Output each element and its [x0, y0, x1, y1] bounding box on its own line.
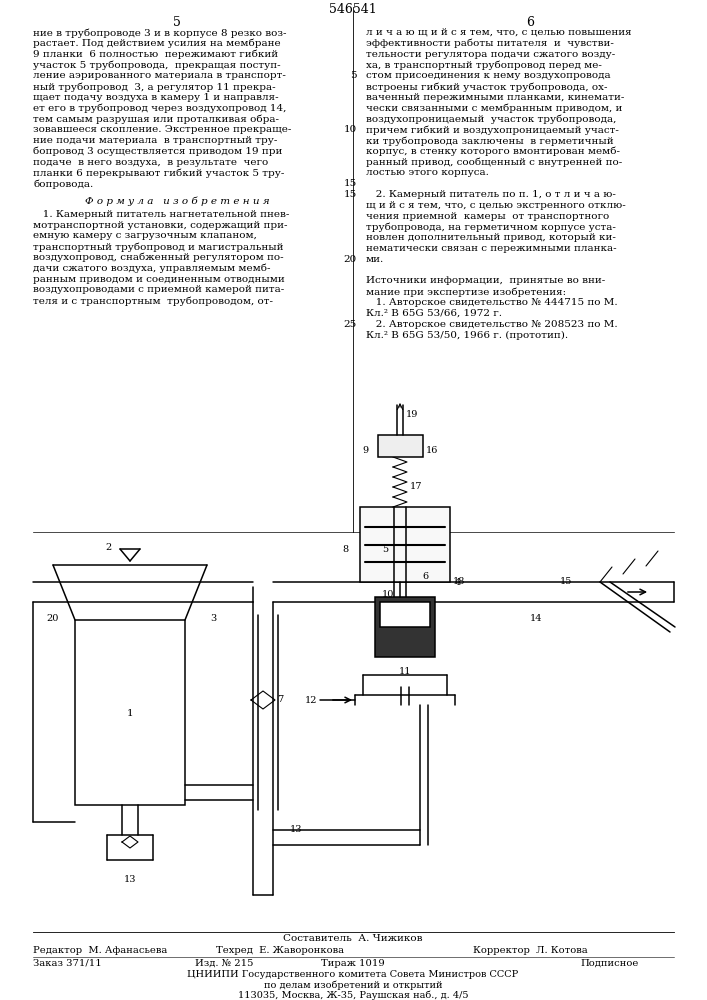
Bar [378, 435, 423, 457]
Text: ранный привод, сообщенный с внутренней по-: ранный привод, сообщенный с внутренней п… [366, 158, 622, 167]
Text: щает подачу воздуха в камеру 1 и направля-: щает подачу воздуха в камеру 1 и направл… [33, 93, 279, 102]
Text: Корректор  Л. Котова: Корректор Л. Котова [472, 946, 588, 955]
Text: ранным приводом и соединенным отводными: ранным приводом и соединенным отводными [33, 275, 285, 284]
Text: ет его в трубопровод через воздухопровод 14,: ет его в трубопровод через воздухопровод… [33, 104, 286, 113]
Text: 1: 1 [127, 708, 134, 718]
Text: 13: 13 [290, 825, 303, 834]
Text: воздухопроницаемый  участок трубопровода,: воздухопроницаемый участок трубопровода, [366, 114, 617, 124]
Text: тельности регулятора подачи сжатого возду-: тельности регулятора подачи сжатого возд… [366, 50, 615, 59]
Text: тем самым разрушая или проталкивая обра-: тем самым разрушая или проталкивая обра- [33, 114, 279, 124]
Text: ха, в транспортный трубопровод перед ме-: ха, в транспортный трубопровод перед ме- [366, 60, 602, 70]
Text: 9: 9 [362, 446, 368, 455]
Text: ваченный пережимными планками, кинемати-: ваченный пережимными планками, кинемати- [366, 93, 624, 102]
Text: Изд. № 215: Изд. № 215 [195, 959, 254, 968]
Text: 15: 15 [344, 190, 357, 199]
Text: ние подачи материала  в транспортный тру-: ние подачи материала в транспортный тру- [33, 136, 277, 145]
Text: 6: 6 [526, 16, 534, 29]
Text: Кл.² В 65G 53/66, 1972 г.: Кл.² В 65G 53/66, 1972 г. [366, 309, 502, 318]
Bar [380, 602, 430, 627]
Text: дачи сжатого воздуха, управляемым мемб-: дачи сжатого воздуха, управляемым мемб- [33, 264, 271, 273]
Text: 14: 14 [530, 614, 542, 623]
Text: ки трубопровода заключены  в герметичный: ки трубопровода заключены в герметичный [366, 136, 614, 145]
Text: 18: 18 [453, 577, 465, 586]
Text: емную камеру с загрузочным клапаном,: емную камеру с загрузочным клапаном, [33, 231, 257, 240]
Text: 1. Камерный питатель нагнетательной пнев-: 1. Камерный питатель нагнетательной пнев… [33, 210, 289, 219]
Text: 20: 20 [46, 614, 59, 623]
Text: планки 6 перекрывают гибкий участок 5 тру-: планки 6 перекрывают гибкий участок 5 тр… [33, 168, 284, 178]
Text: 3: 3 [210, 614, 216, 623]
Bar [375, 597, 435, 657]
Text: эффективности работы питателя  и  чувстви-: эффективности работы питателя и чувстви- [366, 39, 614, 48]
Text: чески связанными с мембранным приводом, и: чески связанными с мембранным приводом, … [366, 104, 622, 113]
Text: бопровода.: бопровода. [33, 179, 93, 189]
Text: лостью этого корпуса.: лостью этого корпуса. [366, 168, 489, 177]
Text: чения приемной  камеры  от транспортного: чения приемной камеры от транспортного [366, 212, 609, 221]
Text: 5: 5 [382, 545, 388, 554]
Text: мотранспортной установки, содержащий при-: мотранспортной установки, содержащий при… [33, 221, 288, 230]
Text: встроены гибкий участок трубопровода, ох-: встроены гибкий участок трубопровода, ох… [366, 82, 607, 92]
Text: Источники информации,  принятые во вни-: Источники информации, принятые во вни- [366, 276, 605, 285]
Text: 20: 20 [344, 255, 357, 264]
Text: Кл.² В 65G 53/50, 1966 г. (прототип).: Кл.² В 65G 53/50, 1966 г. (прототип). [366, 330, 568, 340]
Text: мание при экспертизе изобретения:: мание при экспертизе изобретения: [366, 287, 566, 297]
Text: зовавшееся скопление. Экстренное прекраще-: зовавшееся скопление. Экстренное прекращ… [33, 125, 291, 134]
Text: 1. Авторское свидетельство № 444715 по М.: 1. Авторское свидетельство № 444715 по М… [366, 298, 618, 307]
Text: 10: 10 [382, 590, 395, 599]
Text: 2. Камерный питатель по п. 1, о т л и ч а ю-: 2. Камерный питатель по п. 1, о т л и ч … [366, 190, 616, 199]
Text: ЦНИИПИ Государственного комитета Совета Министров СССР: ЦНИИПИ Государственного комитета Совета … [187, 970, 519, 979]
Text: 15: 15 [560, 577, 573, 586]
Text: 16: 16 [426, 446, 438, 455]
Bar [360, 507, 450, 582]
Text: воздухопровод, снабженный регулятором по-: воздухопровод, снабженный регулятором по… [33, 253, 284, 262]
Text: 7: 7 [277, 695, 284, 704]
Text: 13: 13 [124, 875, 136, 884]
Text: 10: 10 [344, 125, 357, 134]
Text: 2. Авторское свидетельство № 208523 по М.: 2. Авторское свидетельство № 208523 по М… [366, 320, 618, 329]
Text: Заказ 371/11: Заказ 371/11 [33, 959, 102, 968]
Text: л и ч а ю щ и й с я тем, что, с целью повышения: л и ч а ю щ и й с я тем, что, с целью по… [366, 28, 631, 37]
Bar [75, 620, 185, 805]
Text: 546541: 546541 [329, 3, 377, 16]
Text: растает. Под действием усилия на мембране: растает. Под действием усилия на мембран… [33, 39, 281, 48]
Text: транспортный трубопровод и магистральный: транспортный трубопровод и магистральный [33, 242, 284, 252]
Text: 113035, Москва, Ж-35, Раушская наб., д. 4/5: 113035, Москва, Ж-35, Раушская наб., д. … [238, 990, 468, 1000]
Text: 11: 11 [399, 667, 411, 676]
Text: 9 планки  6 полностью  пережимают гибкий: 9 планки 6 полностью пережимают гибкий [33, 50, 278, 59]
Text: Техред  Е. Жаворонкова: Техред Е. Жаворонкова [216, 946, 344, 955]
Text: ние в трубопроводе 3 и в корпусе 8 резко воз-: ние в трубопроводе 3 и в корпусе 8 резко… [33, 28, 286, 37]
Text: ми.: ми. [366, 255, 384, 264]
Text: подаче  в него воздуха,  в результате  чего: подаче в него воздуха, в результате чего [33, 158, 268, 167]
Text: 8: 8 [342, 545, 348, 554]
Text: новлен дополнительный привод, который ки-: новлен дополнительный привод, который ки… [366, 233, 616, 242]
Text: нематически связан с пережимными планка-: нематически связан с пережимными планка- [366, 244, 617, 253]
Text: ный трубопровод  3, а регулятор 11 прекра-: ный трубопровод 3, а регулятор 11 прекра… [33, 82, 276, 92]
Text: Составитель  А. Чижиков: Составитель А. Чижиков [284, 934, 423, 943]
Text: Ф о р м у л а   и з о б р е т е н и я: Ф о р м у л а и з о б р е т е н и я [85, 197, 269, 207]
Text: корпус, в стенку которого вмонтирован мемб-: корпус, в стенку которого вмонтирован ме… [366, 147, 620, 156]
Text: 5: 5 [173, 16, 181, 29]
Text: 2: 2 [105, 543, 111, 552]
Text: 6: 6 [422, 572, 428, 581]
Text: 4: 4 [455, 578, 461, 587]
Text: Тираж 1019: Тираж 1019 [321, 959, 385, 968]
Text: стом присоединения к нему воздухопровода: стом присоединения к нему воздухопровода [366, 71, 611, 80]
Text: 15: 15 [344, 179, 357, 188]
Text: участок 5 трубопровода,  прекращая поступ-: участок 5 трубопровода, прекращая поступ… [33, 60, 281, 70]
Text: Подписное: Подписное [580, 959, 638, 968]
Text: щ и й с я тем, что, с целью экстренного отклю-: щ и й с я тем, что, с целью экстренного … [366, 201, 626, 210]
Text: 17: 17 [410, 482, 423, 491]
Text: воздухопроводами с приемной камерой пита-: воздухопроводами с приемной камерой пита… [33, 285, 284, 294]
Text: 25: 25 [344, 320, 357, 329]
Text: по делам изобретений и открытий: по делам изобретений и открытий [264, 980, 443, 990]
Text: теля и с транспортным  трубопроводом, от-: теля и с транспортным трубопроводом, от- [33, 296, 273, 306]
Text: причем гибкий и воздухопроницаемый участ-: причем гибкий и воздухопроницаемый участ… [366, 125, 619, 135]
Text: Редактор  М. Афанасьева: Редактор М. Афанасьева [33, 946, 168, 955]
Text: ление аэрированного материала в транспорт-: ление аэрированного материала в транспор… [33, 71, 286, 80]
Text: 19: 19 [406, 410, 419, 419]
Text: 12: 12 [305, 696, 317, 705]
Text: бопровод 3 осуществляется приводом 19 при: бопровод 3 осуществляется приводом 19 пр… [33, 147, 282, 156]
Text: трубопровода, на герметичном корпусе уста-: трубопровода, на герметичном корпусе уст… [366, 222, 616, 232]
Text: 5: 5 [351, 71, 357, 80]
